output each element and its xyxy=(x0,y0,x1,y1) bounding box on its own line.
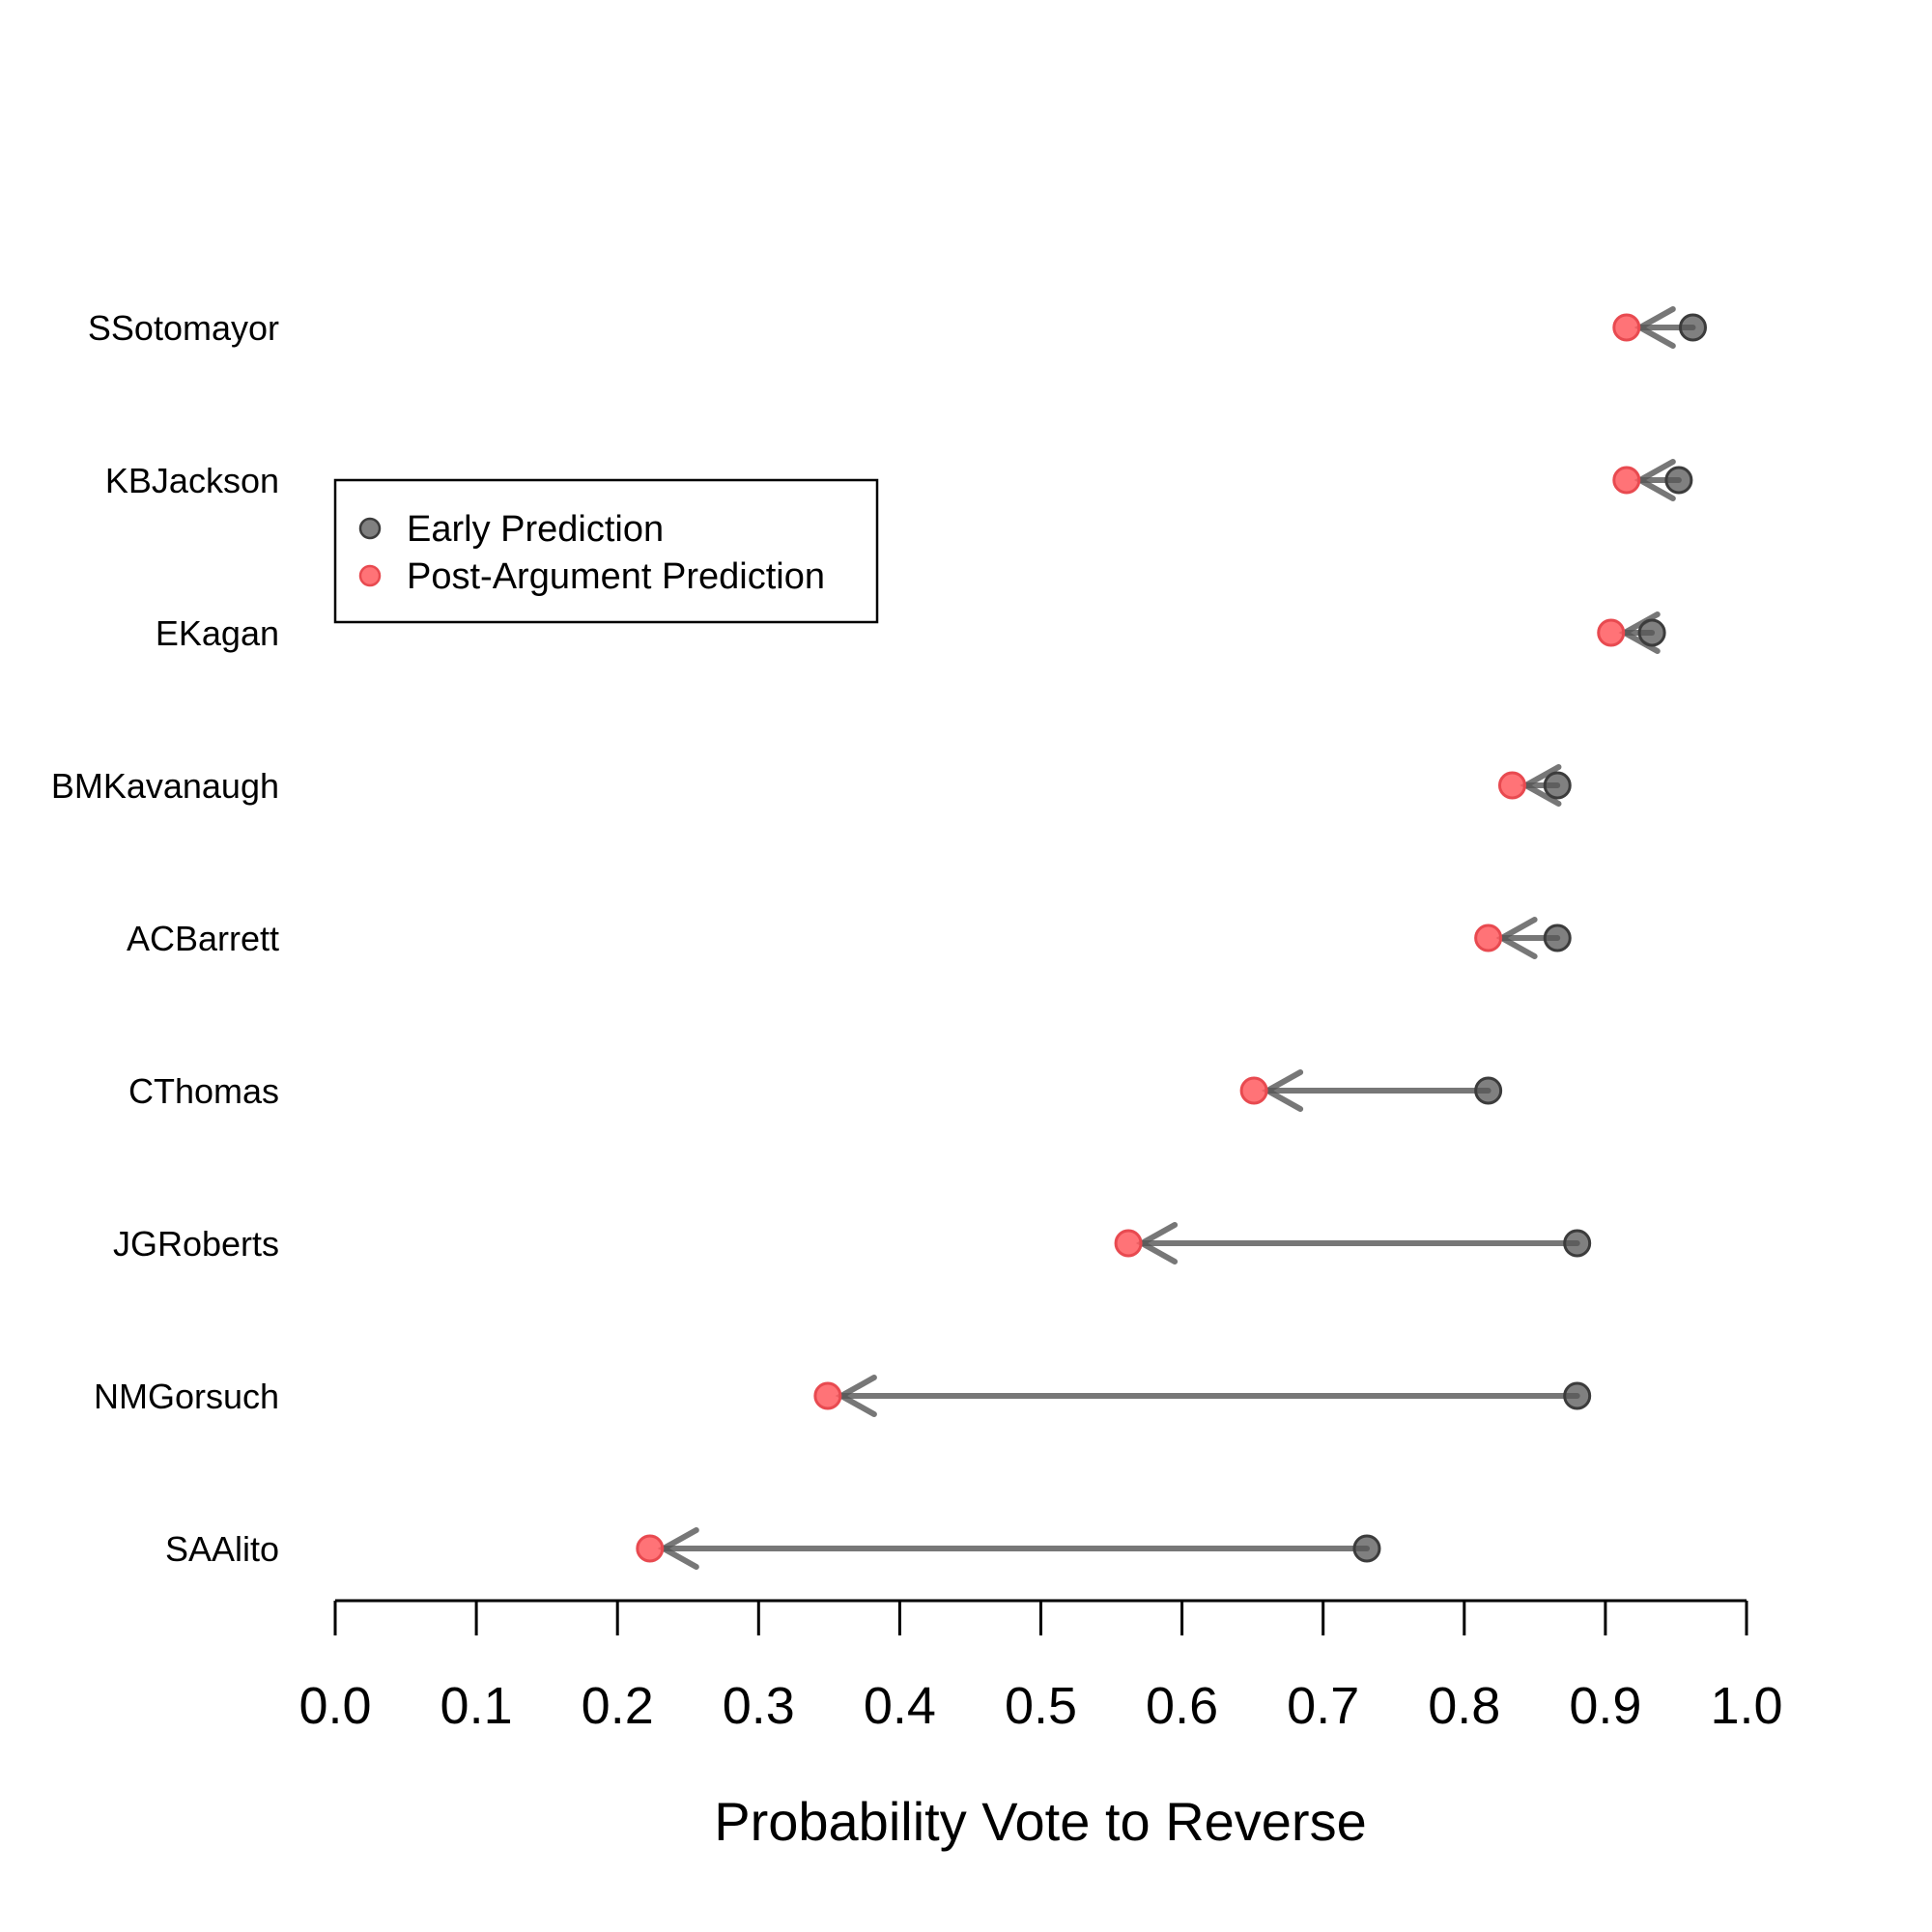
early-prediction-point xyxy=(1474,1076,1503,1105)
early-prediction-point xyxy=(1563,1229,1592,1258)
justice-row: SSotomayor xyxy=(88,306,1707,349)
legend-marker-post xyxy=(358,564,382,587)
justice-row: ACBarrett xyxy=(127,917,1572,959)
x-tick-label: 0.6 xyxy=(1146,1677,1218,1735)
post-argument-prediction-point xyxy=(1114,1229,1143,1258)
legend-marker-early xyxy=(358,517,382,540)
x-tick-label: 0.3 xyxy=(723,1677,795,1735)
post-argument-prediction-point xyxy=(1612,466,1641,495)
x-tick-label: 1.0 xyxy=(1710,1677,1782,1735)
justice-row: BMKavanaugh xyxy=(51,764,1572,807)
legend-label-post: Post-Argument Prediction xyxy=(407,556,825,597)
post-argument-prediction-point xyxy=(1239,1076,1268,1105)
early-prediction-point xyxy=(1543,923,1572,952)
justice-label: SAAlito xyxy=(165,1529,279,1569)
x-tick-label: 0.4 xyxy=(864,1677,936,1735)
x-tick-label: 0.8 xyxy=(1428,1677,1500,1735)
justice-row: KBJackson xyxy=(105,459,1693,501)
justice-label: BMKavanaugh xyxy=(51,766,279,806)
legend: Early Prediction Post-Argument Predictio… xyxy=(333,478,879,624)
x-tick-label: 0.1 xyxy=(440,1677,513,1735)
legend-label-early: Early Prediction xyxy=(407,509,664,550)
justice-row: CThomas xyxy=(128,1069,1503,1112)
early-prediction-point xyxy=(1664,466,1693,495)
x-axis-title: Probability Vote to Reverse xyxy=(714,1791,1366,1852)
justice-label: ACBarrett xyxy=(127,919,279,958)
post-argument-prediction-point xyxy=(636,1534,665,1563)
post-argument-prediction-point xyxy=(1612,313,1641,342)
justice-row: SAAlito xyxy=(165,1527,1381,1570)
x-tick-label: 0.2 xyxy=(582,1677,654,1735)
justice-row: JGRoberts xyxy=(113,1222,1592,1264)
justice-label: JGRoberts xyxy=(113,1224,279,1264)
early-prediction-point xyxy=(1678,313,1707,342)
post-argument-prediction-point xyxy=(1597,618,1626,647)
legend-box xyxy=(333,478,879,624)
justice-label: EKagan xyxy=(156,613,279,653)
early-prediction-point xyxy=(1352,1534,1381,1563)
post-argument-prediction-point xyxy=(813,1381,842,1410)
post-argument-prediction-point xyxy=(1497,771,1526,800)
justice-label: CThomas xyxy=(128,1071,279,1111)
x-tick-label: 0.7 xyxy=(1287,1677,1359,1735)
x-axis: 0.0 0.1 0.2 0.3 0.4 0.5 0.6 0.7 0.8 0.9 1.0 xyxy=(298,1599,1783,1735)
early-prediction-point xyxy=(1563,1381,1592,1410)
x-tick-label: 0.9 xyxy=(1569,1677,1641,1735)
justice-label: KBJackson xyxy=(105,461,279,500)
x-tick-label: 0.0 xyxy=(298,1677,371,1735)
justice-label: NMGorsuch xyxy=(94,1377,279,1416)
justice-row: NMGorsuch xyxy=(94,1375,1592,1417)
early-prediction-point xyxy=(1543,771,1572,800)
early-prediction-point xyxy=(1637,618,1666,647)
justice-row: EKagan xyxy=(156,611,1666,654)
justice-rows: SSotomayor KBJackson EKagan BMKavanaugh ACBa… xyxy=(51,306,1707,1570)
x-tick-label: 0.5 xyxy=(1005,1677,1077,1735)
justice-label: SSotomayor xyxy=(88,308,279,348)
post-argument-prediction-point xyxy=(1474,923,1503,952)
